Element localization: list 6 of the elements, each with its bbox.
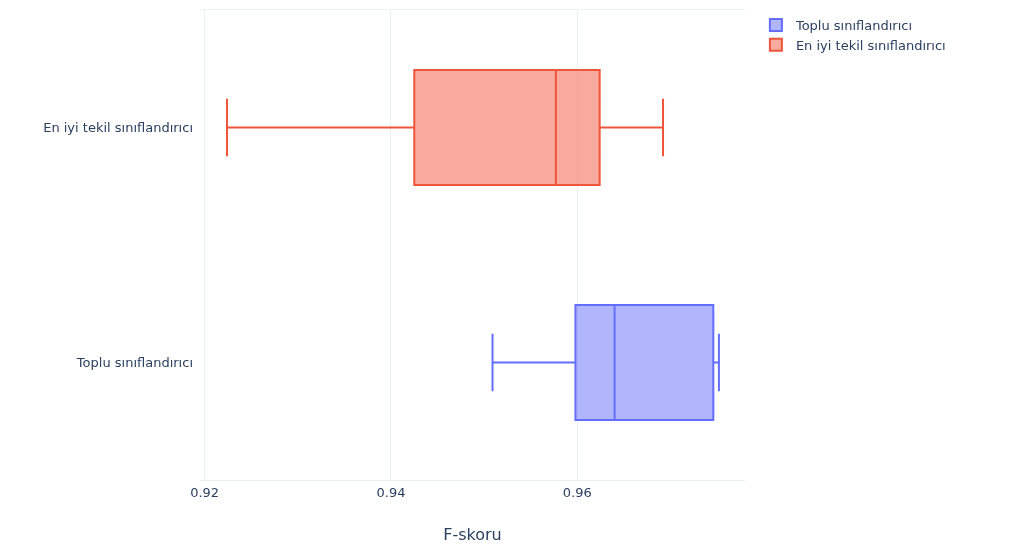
x-axis-title: F-skoru xyxy=(443,525,502,545)
x-tick-label: 0.96 xyxy=(562,484,592,500)
legend-label: En iyi tekil sınıflandırıcı xyxy=(795,37,946,53)
x-tick-label: 0.92 xyxy=(190,484,220,500)
legend-label: Toplu sınıflandırıcı xyxy=(794,18,913,34)
x-tick-label: 0.94 xyxy=(376,484,406,500)
